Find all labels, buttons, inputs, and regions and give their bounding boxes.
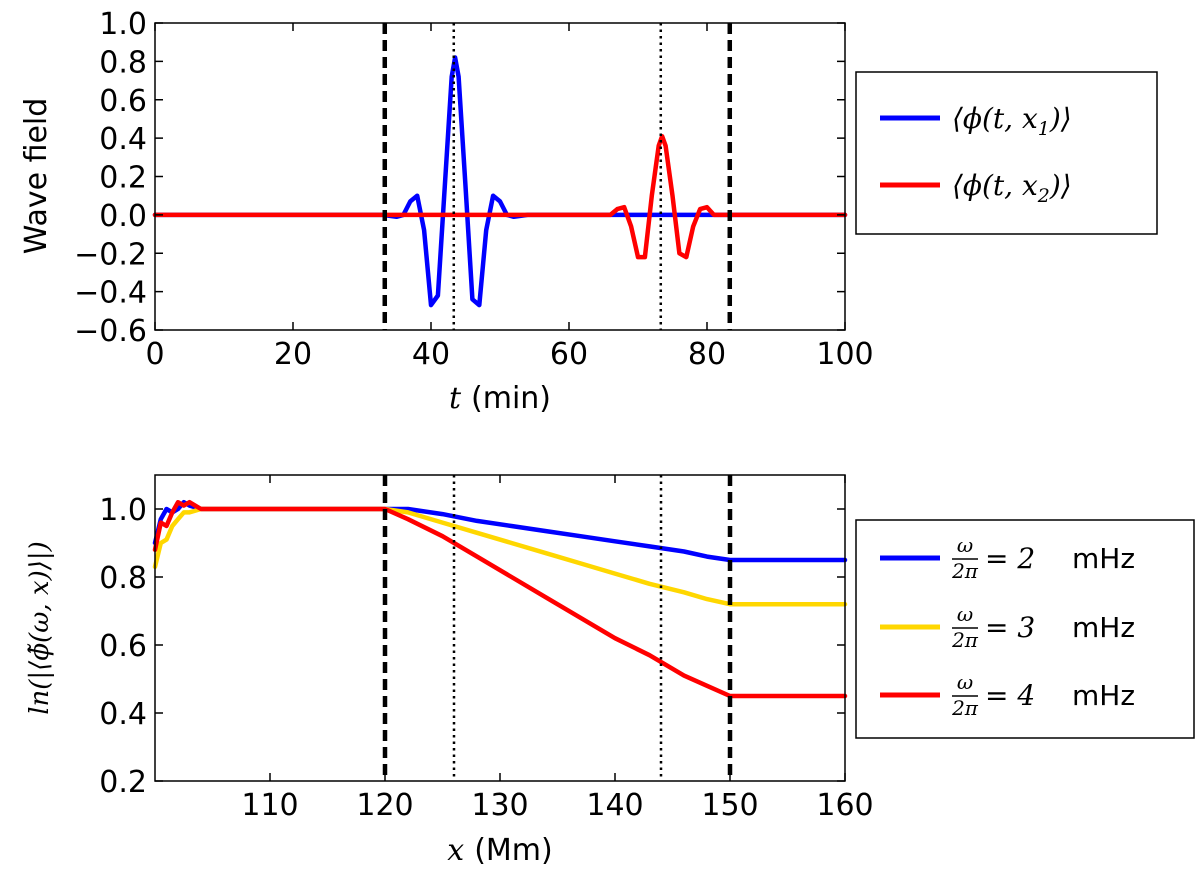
svg-text:2π: 2π — [951, 559, 979, 583]
svg-text:ω: ω — [957, 602, 973, 626]
top-ytick-label: 0.4 — [99, 122, 147, 157]
top-xtick-label: 20 — [274, 337, 312, 372]
bottom-xlabel-var: x — [447, 833, 464, 868]
top-xlabel: t (min) — [449, 381, 551, 416]
svg-text:2π: 2π — [951, 696, 979, 720]
bottom-xlabel-unit: (Mm) — [474, 833, 553, 868]
bottom-ytick-label: 0.4 — [99, 697, 147, 732]
top-xtick-label: 100 — [816, 337, 873, 372]
bottom-xtick-label: 140 — [586, 788, 643, 823]
svg-text:ω: ω — [957, 670, 973, 694]
top-panel: 0 20 40 60 80 100 −0.6−0.4 −0.20.00.2 0.40.6 0.81… — [19, 7, 874, 416]
top-ytick-label: 0.8 — [99, 45, 147, 80]
svg-text:= 2: = 2 — [985, 542, 1035, 575]
top-xtick-label: 60 — [550, 337, 588, 372]
svg-text:2π: 2π — [951, 628, 979, 652]
svg-text:ω: ω — [957, 533, 973, 557]
top-xtick-label: 0 — [145, 337, 164, 372]
top-ylabel: Wave field — [19, 98, 54, 255]
bottom-ytick-label: 1.0 — [99, 493, 147, 528]
top-series-line-1 — [152, 55, 848, 308]
top-xtick-label: 40 — [412, 337, 450, 372]
svg-text:= 3: = 3 — [985, 611, 1035, 644]
legend-label-4mhz: ω 2π = 4 mHz — [951, 670, 1135, 720]
top-ytick-label: −0.4 — [74, 276, 147, 311]
legend-label-x1: ⟨ϕ(t, x1)⟩ — [952, 102, 1072, 140]
top-ticks: 0 20 40 60 80 100 −0.6−0.4 −0.20.00.2 0.40.6 0.81… — [74, 7, 873, 372]
bottom-xtick-label: 110 — [241, 788, 298, 823]
top-ytick-label: 0.2 — [99, 161, 147, 196]
top-ytick-label: −0.6 — [74, 314, 147, 349]
svg-text:mHz: mHz — [1072, 679, 1135, 712]
top-xtick-label: 80 — [688, 337, 726, 372]
bottom-axes-frame — [154, 474, 846, 782]
top-ytick-label: 0.0 — [99, 199, 147, 234]
bottom-ytick-label: 0.2 — [99, 765, 147, 800]
bottom-xtick-label: 160 — [816, 788, 873, 823]
bottom-ytick-label: 0.6 — [99, 629, 147, 664]
bottom-ticks: 110 120 130 140 150 160 0.2 0.4 0.6 0.8 1.0 — [99, 475, 874, 823]
legend-label-3mhz: ω 2π = 3 mHz — [951, 602, 1135, 652]
bottom-xtick-label: 130 — [471, 788, 528, 823]
top-series-line-2 — [152, 133, 848, 260]
top-xlabel-var: t — [449, 381, 462, 416]
top-ytick-label: −0.2 — [74, 237, 147, 272]
bottom-plot-lines — [152, 475, 848, 781]
bottom-legend: ω 2π = 2 mHz ω 2π = 3 mHz ω 2π = 4 mHz — [855, 519, 1195, 739]
bottom-panel: 110 120 130 140 150 160 0.2 0.4 0.6 0.8 1.0 ln(|⟨ϕ… — [25, 474, 874, 868]
bottom-ytick-label: 0.8 — [99, 561, 147, 596]
top-axes-frame — [154, 22, 846, 331]
top-ytick-label: 1.0 — [99, 7, 147, 42]
bottom-xlabel: x (Mm) — [447, 833, 552, 868]
top-xlabel-unit: (min) — [471, 381, 551, 416]
top-ytick-label: 0.6 — [99, 84, 147, 119]
svg-text:mHz: mHz — [1072, 542, 1135, 575]
top-plot-lines — [152, 23, 848, 330]
bottom-xtick-label: 150 — [701, 788, 758, 823]
legend-label-x2: ⟨ϕ(t, x2)⟩ — [952, 169, 1072, 207]
bottom-series-line-2 — [152, 506, 848, 607]
bottom-series-line-3 — [152, 499, 848, 699]
top-legend-frame — [855, 71, 1158, 235]
legend-label-2mhz: ω 2π = 2 mHz — [951, 533, 1135, 583]
svg-text:mHz: mHz — [1072, 611, 1135, 644]
top-legend: ⟨ϕ(t, x1)⟩ ⟨ϕ(t, x2)⟩ — [855, 71, 1158, 235]
bottom-xtick-label: 120 — [356, 788, 413, 823]
svg-text:= 4: = 4 — [985, 679, 1035, 712]
bottom-ylabel: ln(|⟨ϕ̃(ω, x)⟩|) — [25, 541, 55, 715]
